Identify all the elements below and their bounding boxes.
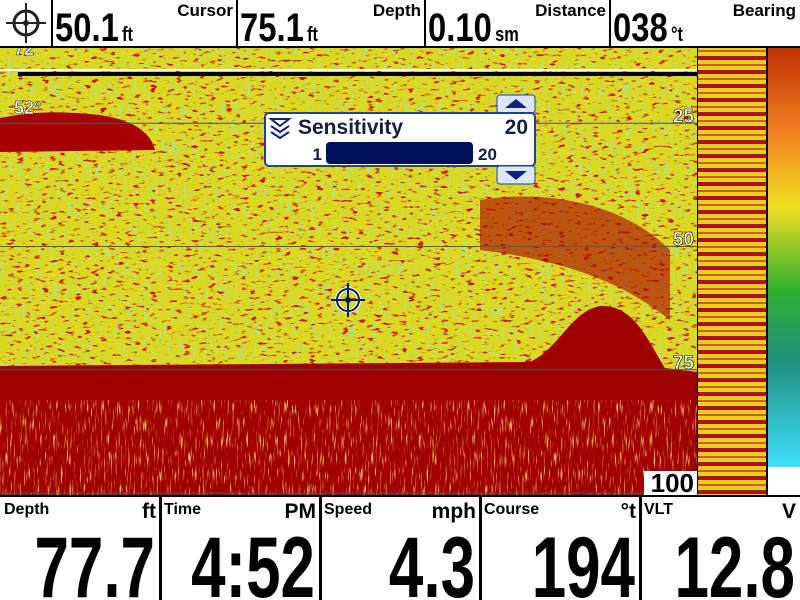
readout-label: Bearing xyxy=(733,1,796,20)
top-cell-divider xyxy=(424,0,426,46)
dialog-icon xyxy=(268,118,292,140)
top-bar xyxy=(0,0,800,47)
slider-fill xyxy=(326,142,473,164)
readout-value: 038 xyxy=(613,5,668,50)
top-readout: 038 °t xyxy=(613,5,683,50)
bottom-unit: ft xyxy=(142,500,156,523)
readout-label: Distance xyxy=(535,1,606,20)
bottom-unit: mph xyxy=(432,500,476,523)
top-cell-divider xyxy=(236,0,238,46)
fish-school xyxy=(480,196,670,320)
top-cell-divider xyxy=(609,0,611,46)
depth-label-bg xyxy=(644,471,697,495)
palette-end xyxy=(768,467,800,495)
color-palette xyxy=(768,47,800,467)
bottom-label: Speed xyxy=(324,501,372,518)
sensitivity-dialog: Sensitivity 20 1 20 xyxy=(264,94,536,185)
cursor-depth-line xyxy=(18,72,697,76)
bottom-unit: PM xyxy=(285,500,317,523)
readout-unit: ft xyxy=(122,22,133,45)
bottom-unit: °t xyxy=(621,500,636,523)
bottom-value: 77.7 xyxy=(34,519,155,600)
depth-label: 75 xyxy=(673,353,695,374)
depth-label: 50 xyxy=(673,230,694,251)
dialog-title: Sensitivity xyxy=(298,116,403,139)
readout-unit: sm xyxy=(495,22,519,45)
cursor xyxy=(331,283,365,317)
readout-value: 50.1 xyxy=(55,5,119,50)
readout-value: 75.1 xyxy=(240,5,304,50)
surface-line xyxy=(0,69,697,71)
top-readout: 75.1 ft xyxy=(240,5,318,50)
top-readout: 0.10 sm xyxy=(428,5,519,50)
up-arrow xyxy=(505,99,527,108)
bottom-label: Course xyxy=(484,501,539,518)
readout-label: Depth xyxy=(373,1,421,20)
top-bar-border xyxy=(0,46,800,48)
top-cell-divider xyxy=(51,0,53,46)
down-arrow xyxy=(505,171,527,180)
top-readout: 50.1 ft xyxy=(55,5,133,50)
sonar-view: 72 52° 25 50 75 100 xyxy=(0,39,697,498)
readout-unit: °t xyxy=(671,22,683,45)
bottom-value: 4.3 xyxy=(389,519,475,600)
bottom-bar xyxy=(0,495,800,600)
water-temperature: 52° xyxy=(14,98,41,118)
depth-label: 100 xyxy=(651,468,694,498)
bottom-value: 194 xyxy=(532,519,636,600)
bottom-label: VLT xyxy=(644,501,673,518)
dialog-value: 20 xyxy=(505,116,528,139)
bottom-value: 4:52 xyxy=(191,519,315,600)
bottom-value: 12.8 xyxy=(674,519,795,600)
readout-label: Cursor xyxy=(177,1,233,20)
bottom-cell-divider xyxy=(639,495,642,600)
readout-value: 0.10 xyxy=(428,5,492,50)
bottom-label: Depth xyxy=(4,501,49,518)
thermocline xyxy=(0,112,155,152)
bottom-label: Time xyxy=(164,501,201,518)
slider-max: 20 xyxy=(478,145,497,164)
bottom-bar-border xyxy=(0,495,800,497)
bottom-unit: V xyxy=(782,500,796,523)
bottom-cell-divider xyxy=(479,495,482,600)
readout-unit: ft xyxy=(307,22,318,45)
slider-min: 1 xyxy=(313,145,322,164)
bottom-cell-divider xyxy=(319,495,322,600)
bottom-cell-divider xyxy=(159,495,162,600)
history-column xyxy=(698,47,766,495)
top-depth: 72 xyxy=(14,39,34,59)
crosshair-icon xyxy=(6,3,46,43)
bottom-texture xyxy=(0,400,697,495)
depth-label: 25 xyxy=(673,106,695,127)
